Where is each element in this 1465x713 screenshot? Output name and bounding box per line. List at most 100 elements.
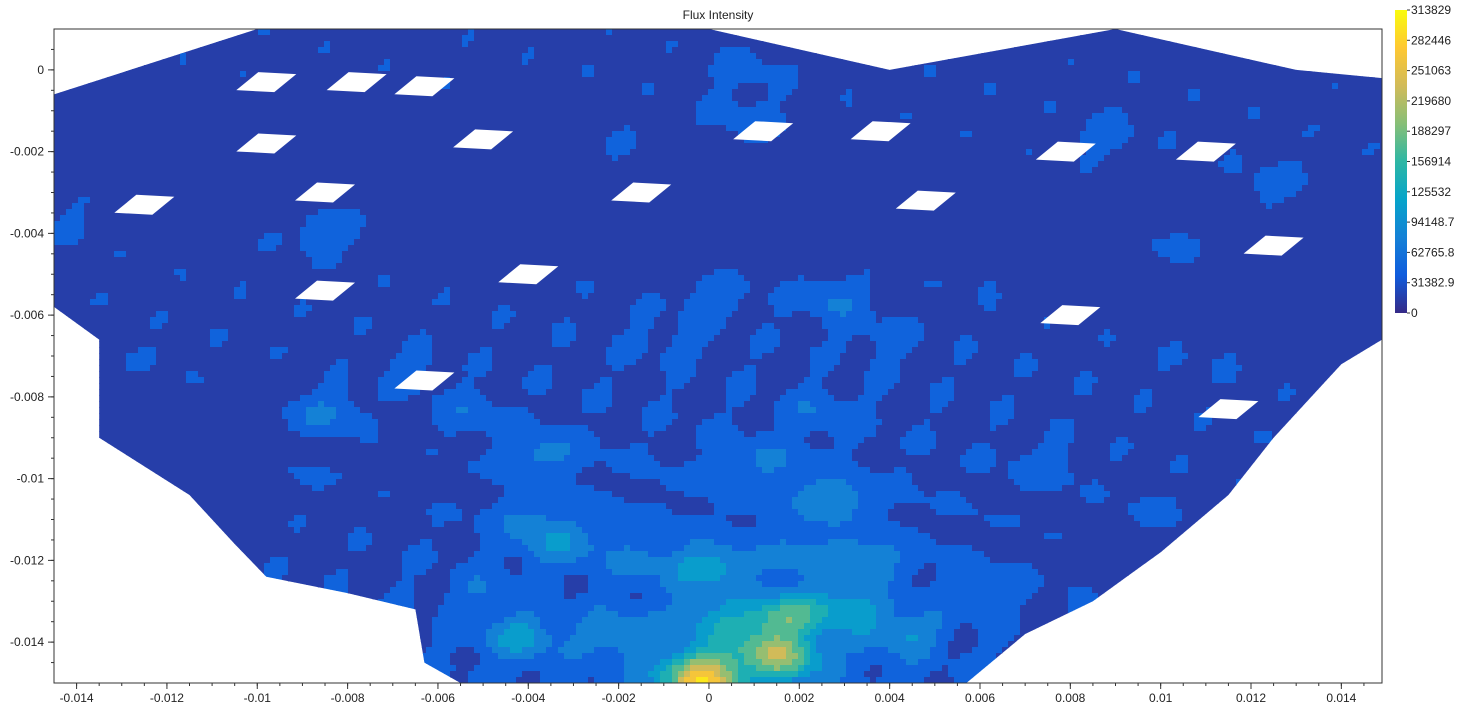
contour-cell bbox=[1122, 131, 1129, 138]
contour-cell bbox=[714, 35, 721, 42]
contour-cell bbox=[60, 95, 67, 102]
contour-cell bbox=[1008, 71, 1015, 78]
contour-cell bbox=[1158, 101, 1165, 108]
contour-cell bbox=[414, 155, 421, 162]
contour-cell bbox=[1080, 131, 1087, 138]
contour-cell bbox=[972, 53, 979, 60]
contour-cell bbox=[1338, 131, 1345, 138]
contour-cell bbox=[342, 71, 349, 78]
contour-cell bbox=[246, 35, 253, 42]
contour-cell bbox=[876, 83, 883, 90]
contour-cell bbox=[852, 119, 859, 126]
contour-cell bbox=[1368, 149, 1375, 156]
contour-cell bbox=[636, 107, 643, 114]
contour-cell bbox=[138, 83, 145, 90]
contour-cell bbox=[570, 83, 577, 90]
contour-cell bbox=[642, 29, 649, 36]
contour-cell bbox=[618, 155, 625, 162]
contour-cell bbox=[642, 47, 649, 54]
contour-cell bbox=[588, 47, 595, 54]
contour-cell bbox=[1242, 95, 1249, 102]
contour-cell bbox=[906, 101, 913, 108]
contour-cell bbox=[312, 107, 319, 114]
contour-cell bbox=[624, 101, 631, 108]
contour-cell bbox=[558, 161, 565, 168]
contour-cell bbox=[408, 107, 415, 114]
contour-cell bbox=[654, 101, 661, 108]
contour-cell bbox=[318, 89, 325, 96]
contour-cell bbox=[600, 107, 607, 114]
contour-cell bbox=[486, 29, 493, 36]
contour-cell bbox=[144, 155, 151, 162]
contour-cell bbox=[468, 119, 475, 126]
contour-cell bbox=[54, 143, 61, 150]
contour-cell bbox=[924, 131, 931, 138]
contour-cell bbox=[1266, 137, 1273, 144]
contour-cell bbox=[450, 89, 457, 96]
contour-cell bbox=[696, 65, 703, 72]
contour-cell bbox=[732, 59, 739, 66]
contour-cell bbox=[840, 89, 847, 96]
contour-cell bbox=[348, 41, 355, 48]
contour-cell bbox=[1140, 113, 1147, 120]
contour-cell bbox=[600, 59, 607, 66]
contour-cell bbox=[1194, 107, 1201, 114]
contour-cell bbox=[966, 137, 973, 144]
contour-cell bbox=[1206, 65, 1213, 72]
contour-cell bbox=[642, 101, 649, 108]
contour-cell bbox=[1002, 101, 1009, 108]
contour-cell bbox=[1206, 83, 1213, 90]
contour-cell bbox=[258, 101, 265, 108]
contour-cell bbox=[546, 35, 553, 42]
contour-cell bbox=[522, 35, 529, 42]
contour-cell bbox=[444, 71, 451, 78]
contour-cell bbox=[90, 155, 97, 162]
contour-cell bbox=[126, 77, 133, 84]
contour-cell bbox=[1110, 89, 1117, 96]
contour-cell bbox=[1176, 143, 1183, 150]
contour-cell bbox=[1140, 107, 1147, 114]
contour-cell bbox=[888, 143, 895, 150]
contour-cell bbox=[150, 143, 157, 150]
contour-cell bbox=[510, 119, 517, 126]
contour-cell bbox=[990, 119, 997, 126]
contour-cell bbox=[1050, 101, 1057, 108]
contour-cell bbox=[600, 29, 607, 36]
contour-cell bbox=[588, 95, 595, 102]
contour-cell bbox=[384, 65, 391, 72]
contour-cell bbox=[1332, 101, 1339, 108]
contour-cell bbox=[900, 155, 907, 162]
contour-cell bbox=[1290, 113, 1297, 120]
contour-cell bbox=[1248, 137, 1255, 144]
contour-cell bbox=[942, 143, 949, 150]
contour-cell bbox=[834, 125, 841, 132]
contour-cell bbox=[978, 53, 985, 60]
contour-cell bbox=[1188, 83, 1195, 90]
contour-cell bbox=[354, 149, 361, 156]
contour-cell bbox=[702, 59, 709, 66]
contour-cell bbox=[282, 107, 289, 114]
contour-cell bbox=[1236, 149, 1243, 156]
contour-cell bbox=[372, 101, 379, 108]
contour-cell bbox=[552, 83, 559, 90]
contour-cell bbox=[522, 155, 529, 162]
contour-cell bbox=[456, 155, 463, 162]
contour-cell bbox=[468, 89, 475, 96]
contour-cell bbox=[360, 53, 367, 60]
contour-cell bbox=[294, 155, 301, 162]
contour-cell bbox=[186, 95, 193, 102]
contour-cell bbox=[1110, 125, 1117, 132]
contour-cell bbox=[420, 131, 427, 138]
contour-cell bbox=[1152, 149, 1159, 156]
contour-cell bbox=[1056, 95, 1063, 102]
contour-cell bbox=[840, 65, 847, 72]
contour-cell bbox=[798, 83, 805, 90]
contour-cell bbox=[756, 41, 763, 48]
contour-cell bbox=[1350, 125, 1357, 132]
contour-cell bbox=[636, 143, 643, 150]
contour-cell bbox=[1128, 41, 1135, 48]
contour-cell bbox=[318, 107, 325, 114]
contour-cell bbox=[870, 155, 877, 162]
contour-cell bbox=[492, 155, 499, 162]
contour-cell bbox=[84, 83, 91, 90]
